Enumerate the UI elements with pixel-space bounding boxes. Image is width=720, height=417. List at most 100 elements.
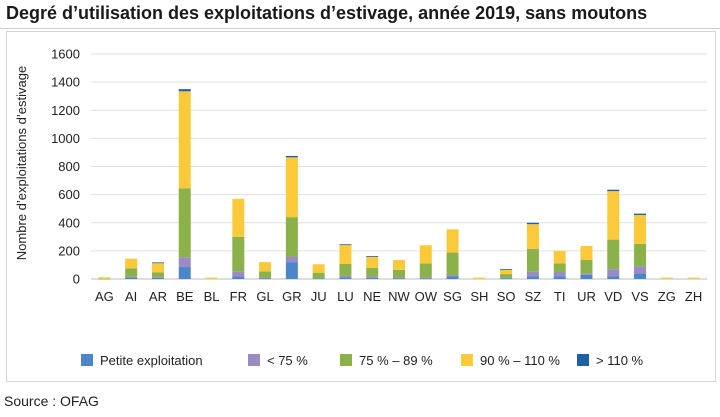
x-tick-label: BE	[176, 289, 194, 304]
chart-panel: 0 200 400 600 800 1000 1200 1400 1600 AG AI AR BE BL F…	[6, 31, 716, 382]
legend-swatch	[340, 354, 352, 366]
bar-segment	[634, 243, 647, 267]
legend-label: > 110 %	[596, 353, 644, 368]
legend: Petite exploitation < 75 % 75 % – 89 % 90 %…	[81, 353, 644, 368]
bar-segment	[151, 272, 164, 278]
bar-segment	[553, 276, 566, 279]
x-tick-label: LU	[337, 289, 354, 304]
bar-segment	[526, 276, 539, 279]
bar-segment	[232, 276, 245, 279]
bar-segment	[98, 277, 111, 279]
bar-segment	[259, 262, 272, 272]
bar-segment	[285, 256, 298, 263]
bar-segment	[553, 250, 566, 264]
bar-segment	[366, 256, 379, 257]
bar-segment	[580, 260, 593, 274]
bar-segment	[419, 245, 432, 264]
bar-segment	[473, 277, 486, 279]
x-tick-label: ZH	[685, 289, 702, 304]
y-tick-label: 800	[58, 159, 80, 174]
bar-segment	[687, 277, 700, 279]
bar-segment	[312, 272, 325, 279]
legend-swatch	[577, 354, 589, 366]
y-tick-label: 1200	[51, 103, 80, 118]
bar-segment	[419, 263, 432, 278]
bar-segment	[500, 269, 513, 275]
legend-label: 75 % – 89 %	[359, 353, 433, 368]
x-tick-label: GR	[282, 289, 302, 304]
x-tick-label: VD	[604, 289, 622, 304]
bar-segment	[259, 277, 272, 279]
bar-segment	[526, 222, 539, 225]
bar-segment	[500, 269, 513, 270]
x-tick-label: FR	[230, 289, 247, 304]
y-tick-label: 1600	[51, 47, 80, 62]
bar-segment	[446, 252, 459, 276]
tick-labels: 0 200 400 600 800 1000 1200 1400 1600 AG AI AR BE BL F…	[51, 47, 702, 305]
bar-segment	[393, 269, 405, 278]
bar-segment	[607, 239, 620, 270]
bar-segment	[339, 277, 352, 279]
y-tick-label: 1400	[51, 75, 80, 90]
bar-segment	[446, 276, 459, 279]
bar-segment	[98, 278, 111, 280]
chart-title: Degré d’utilisation des exploitations d’…	[6, 3, 648, 23]
bar-segment	[285, 262, 298, 279]
bar-segment	[500, 277, 513, 279]
bar-segment	[393, 278, 405, 280]
bar-segment	[232, 198, 245, 237]
bar-segment	[125, 277, 138, 279]
y-tick-label: 600	[58, 187, 80, 202]
x-tick-label: ZG	[658, 289, 676, 304]
source-note: Source : OFAG	[4, 393, 99, 409]
bar-segment	[312, 264, 325, 273]
x-tick-label: OW	[415, 289, 438, 304]
bar-segment	[151, 263, 164, 273]
grid-lines	[91, 53, 707, 280]
x-tick-label: VS	[631, 289, 649, 304]
bar-segment	[607, 269, 620, 277]
legend-label: < 75 %	[267, 353, 308, 368]
bar-segment	[634, 215, 647, 244]
bar-segment	[178, 91, 191, 189]
bar-segment	[526, 224, 539, 249]
bar-segment	[151, 277, 164, 279]
title-divider	[0, 28, 720, 29]
x-tick-label: BL	[204, 289, 220, 304]
x-tick-label: JU	[311, 289, 327, 304]
x-tick-label: TI	[554, 289, 566, 304]
bar-segment	[607, 276, 620, 279]
bar-segment	[339, 244, 352, 246]
bar-segment	[607, 191, 620, 240]
x-tick-label: SO	[497, 289, 516, 304]
x-tick-label: UR	[577, 289, 596, 304]
y-tick-label: 1000	[51, 131, 80, 146]
y-tick-label: 400	[58, 215, 80, 230]
bar-segment	[634, 266, 647, 274]
bar-segment	[259, 271, 272, 278]
bar-segment	[125, 268, 138, 277]
bar-segment	[178, 188, 191, 258]
bar-segment	[500, 278, 513, 280]
bar-segment	[660, 277, 673, 279]
bar-segment	[178, 89, 191, 92]
bar-segment	[339, 263, 352, 276]
x-tick-label: SH	[470, 289, 488, 304]
y-axis-label: Nombre d’exploitations d’estivage	[14, 66, 29, 260]
bars	[98, 89, 700, 280]
bar-segment	[607, 189, 620, 192]
bar-segment	[178, 257, 191, 268]
x-tick-label: SG	[443, 289, 462, 304]
bar-segment	[205, 277, 218, 279]
bar-segment	[393, 277, 405, 279]
bar-segment	[285, 217, 298, 257]
bar-segment	[446, 275, 459, 277]
bar-segment	[125, 258, 138, 269]
bar-segment	[419, 278, 432, 280]
x-tick-label: AI	[125, 289, 137, 304]
x-tick-label: AR	[149, 289, 167, 304]
bar-segment	[366, 268, 379, 277]
x-tick-label: GL	[256, 289, 273, 304]
bar-segment	[500, 274, 513, 278]
bar-segment	[285, 155, 298, 158]
